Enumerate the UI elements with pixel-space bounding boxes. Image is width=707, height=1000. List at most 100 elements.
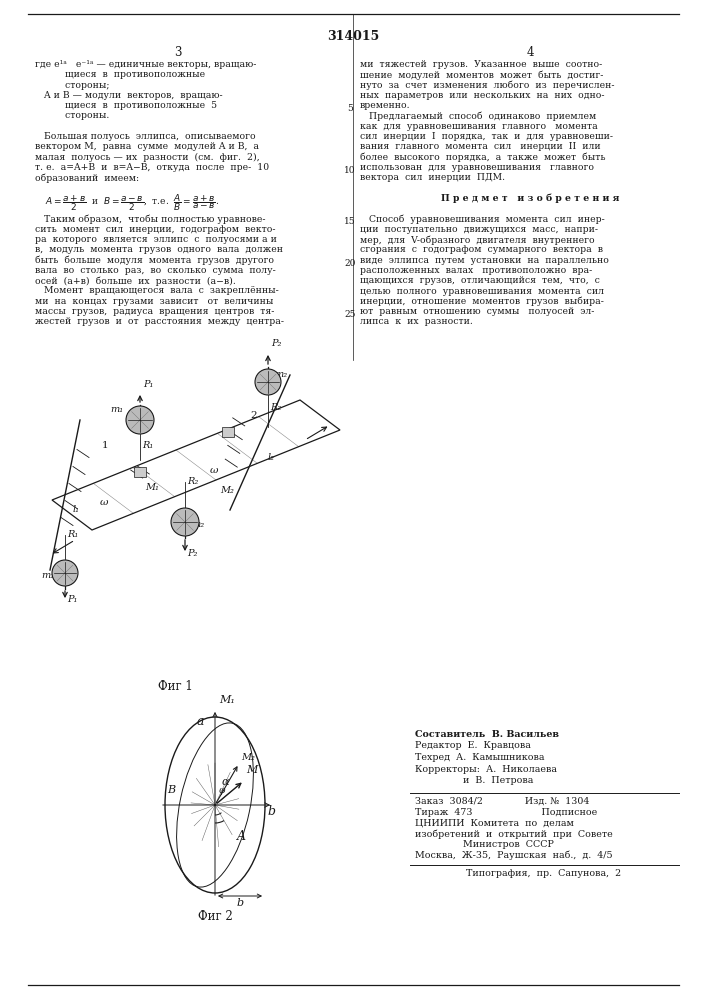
Text: b: b: [267, 805, 275, 818]
Text: M: M: [246, 765, 257, 775]
Text: 10: 10: [344, 166, 356, 175]
Text: A и B — модули  векторов,  вращаю-: A и B — модули векторов, вращаю-: [35, 91, 223, 100]
Text: ЦНИИПИ  Комитета  по  делам: ЦНИИПИ Комитета по делам: [415, 819, 574, 828]
Text: Министров  СССР: Министров СССР: [415, 840, 554, 849]
Text: щиеся  в  противоположные  5: щиеся в противоположные 5: [35, 101, 217, 110]
Text: малая  полуось — их  разности  (см.  фиг.  2),: малая полуось — их разности (см. фиг. 2)…: [35, 153, 259, 162]
Text: M₂: M₂: [220, 486, 234, 495]
Text: P₁: P₁: [143, 380, 153, 389]
Text: мер,  для  V-образного  двигателя  внутреннего: мер, для V-образного двигателя внутренне…: [360, 235, 595, 245]
Text: Большая полуось  эллипса,  описываемого: Большая полуось эллипса, описываемого: [35, 132, 256, 141]
Text: R₁: R₁: [67, 530, 78, 539]
Text: M₂: M₂: [241, 753, 255, 762]
Text: Техред  А.  Камышникова: Техред А. Камышникова: [415, 753, 544, 762]
Text: П р е д м е т   и з о б р е т е н и я: П р е д м е т и з о б р е т е н и я: [440, 194, 619, 203]
Circle shape: [52, 560, 78, 586]
Text: сгорания  с  годографом  суммарного  вектора  в: сгорания с годографом суммарного вектора…: [360, 245, 603, 254]
Text: 20: 20: [344, 259, 356, 268]
Text: липса  к  их  разности.: липса к их разности.: [360, 318, 473, 326]
Text: M₁: M₁: [145, 483, 159, 492]
Text: стороны.: стороны.: [35, 111, 110, 120]
Text: 2: 2: [250, 411, 257, 420]
Text: стороны;: стороны;: [35, 81, 110, 90]
Text: сил  инерции  I  порядка,  так  и  для  уравновеши-: сил инерции I порядка, так и для уравнов…: [360, 132, 613, 141]
Text: массы  грузов,  радиуса  вращения  центров  тя-: массы грузов, радиуса вращения центров т…: [35, 307, 274, 316]
Text: m₂: m₂: [191, 520, 204, 529]
Text: Фиг 1: Фиг 1: [158, 680, 192, 693]
Text: Тираж  473                       Подписное: Тираж 473 Подписное: [415, 808, 597, 817]
Text: вектора  сил  инерции  ПДМ.: вектора сил инерции ПДМ.: [360, 173, 505, 182]
Text: P₂: P₂: [187, 549, 197, 558]
Text: Составитель  В. Васильев: Составитель В. Васильев: [415, 730, 559, 739]
Text: Предлагаемый  способ  одинаково  приемлем: Предлагаемый способ одинаково приемлем: [360, 111, 596, 121]
Text: изобретений  и  открытий  при  Совете: изобретений и открытий при Совете: [415, 829, 613, 839]
Text: вектором M,  равна  сумме  модулей A и B,  а: вектором M, равна сумме модулей A и B, а: [35, 142, 259, 151]
Text: целью  полного  уравновешивания  момента  сил: целью полного уравновешивания момента си…: [360, 287, 604, 296]
Text: более  высокого  порядка,  а  также  может  быть: более высокого порядка, а также может бы…: [360, 153, 605, 162]
Text: и  В.  Петрова: и В. Петрова: [415, 776, 533, 785]
Text: P₂: P₂: [271, 339, 281, 348]
Text: виде  эллипса  путем  установки  на  параллельно: виде эллипса путем установки на параллел…: [360, 256, 609, 265]
Text: m₁: m₁: [41, 571, 54, 580]
Text: m₂: m₂: [274, 370, 287, 379]
Text: использован  для  уравновешивания   главного: использован для уравновешивания главного: [360, 163, 594, 172]
Text: ных  параметров  или  нескольких  на  них  одно-: ных параметров или нескольких на них одн…: [360, 91, 604, 100]
Text: Способ  уравновешивания  момента  сил  инер-: Способ уравновешивания момента сил инер-: [360, 215, 604, 224]
Text: щающихся  грузов,  отличающийся  тем,  что,  с: щающихся грузов, отличающийся тем, что, …: [360, 276, 600, 285]
Circle shape: [255, 369, 281, 395]
Text: ра  которого  является  эллипс  с  полуосями a и: ра которого является эллипс с полуосями …: [35, 235, 277, 244]
Text: 5: 5: [347, 104, 353, 113]
Text: R₁: R₁: [142, 441, 153, 450]
Text: m₁: m₁: [110, 405, 123, 414]
Text: 3: 3: [174, 46, 182, 59]
Text: Москва,  Ж-35,  Раушская  наб.,  д.  4/5: Москва, Ж-35, Раушская наб., д. 4/5: [415, 851, 613, 860]
Text: быть  больше  модуля  момента  грузов  другого: быть больше модуля момента грузов другог…: [35, 255, 274, 265]
Text: ют  равным  отношению  суммы   полуосей  эл-: ют равным отношению суммы полуосей эл-: [360, 307, 595, 316]
Text: образований  имеем:: образований имеем:: [35, 173, 139, 183]
Text: ми  на  концах  грузами  зависит   от  величины: ми на концах грузами зависит от величины: [35, 297, 274, 306]
Text: B: B: [167, 785, 175, 795]
Text: Таким образом,  чтобы полностью уравнове-: Таким образом, чтобы полностью уравнове-: [35, 214, 266, 224]
Text: временно.: временно.: [360, 101, 411, 110]
Text: M₁: M₁: [219, 695, 235, 705]
Text: ω: ω: [210, 466, 218, 475]
Text: Корректоры:  А.  Николаева: Корректоры: А. Николаева: [415, 764, 557, 774]
Text: расположенных  валах   противоположно  вра-: расположенных валах противоположно вра-: [360, 266, 592, 275]
Text: осей  (a+в)  больше  их  разности  (a−в).: осей (a+в) больше их разности (a−в).: [35, 276, 236, 286]
Text: Типография,  пр.  Сапунова,  2: Типография, пр. Сапунова, 2: [467, 869, 621, 878]
Text: сить  момент  сил  инерции,  годографом  векто-: сить момент сил инерции, годографом вект…: [35, 225, 276, 233]
Text: ми  тяжестей  грузов.  Указанное  выше  соотно-: ми тяжестей грузов. Указанное выше соотн…: [360, 60, 602, 69]
Text: щиеся  в  противоположные: щиеся в противоположные: [35, 70, 205, 79]
Text: нуто  за  счет  изменения  любого  из  перечислен-: нуто за счет изменения любого из перечис…: [360, 81, 614, 90]
Circle shape: [126, 406, 154, 434]
Bar: [134, 467, 146, 477]
Text: A: A: [237, 830, 246, 843]
Text: $A = \dfrac{a+в}{2}$  и  $B = \dfrac{a-в}{2}$,  т.е.  $\dfrac{A}{B} = \dfrac{a+в: $A = \dfrac{a+в}{2}$ и $B = \dfrac{a-в}{…: [45, 192, 219, 213]
Text: 4: 4: [526, 46, 534, 59]
Text: как  для  уравновешивания  главного   момента: как для уравновешивания главного момента: [360, 122, 597, 131]
Text: 314015: 314015: [327, 30, 379, 43]
Text: ω: ω: [100, 498, 108, 507]
Text: Заказ  3084/2              Изд. №  1304: Заказ 3084/2 Изд. № 1304: [415, 797, 590, 806]
Text: инерции,  отношение  моментов  грузов  выбира-: инерции, отношение моментов грузов выбир…: [360, 297, 604, 306]
Text: т. е.  a=A+B  и  в=A−B,  откуда  после  пре-  10: т. е. a=A+B и в=A−B, откуда после пре- 1…: [35, 163, 269, 172]
Text: α: α: [222, 777, 230, 787]
Text: Фиг 2: Фиг 2: [198, 910, 233, 923]
Text: жестей  грузов  и  от  расстояния  между  центра-: жестей грузов и от расстояния между цент…: [35, 317, 284, 326]
Text: l₁: l₁: [73, 505, 80, 514]
Text: 1: 1: [102, 441, 109, 450]
Text: где e¹ᵃ   e⁻¹ᵃ — единичные векторы, вращаю-: где e¹ᵃ e⁻¹ᵃ — единичные векторы, вращаю…: [35, 60, 257, 69]
Text: l₂: l₂: [268, 453, 275, 462]
Text: R₂: R₂: [270, 403, 281, 412]
Text: вания  главного  момента  сил   инерции  II  или: вания главного момента сил инерции II ил…: [360, 142, 601, 151]
Text: шение  модулей  моментов  может  быть  достиг-: шение модулей моментов может быть достиг…: [360, 70, 603, 80]
Text: P₁: P₁: [67, 595, 77, 604]
Circle shape: [171, 508, 199, 536]
Text: Редактор  Е.  Кравцова: Редактор Е. Кравцова: [415, 742, 531, 750]
Text: в,  модуль  момента  грузов  одного  вала  должен: в, модуль момента грузов одного вала дол…: [35, 245, 283, 254]
Text: ции  поступательно  движущихся  масс,  напри-: ции поступательно движущихся масс, напри…: [360, 225, 598, 234]
Text: R₂: R₂: [187, 477, 198, 486]
Text: 15: 15: [344, 218, 356, 227]
Bar: [222, 427, 234, 437]
Text: b: b: [237, 898, 244, 908]
